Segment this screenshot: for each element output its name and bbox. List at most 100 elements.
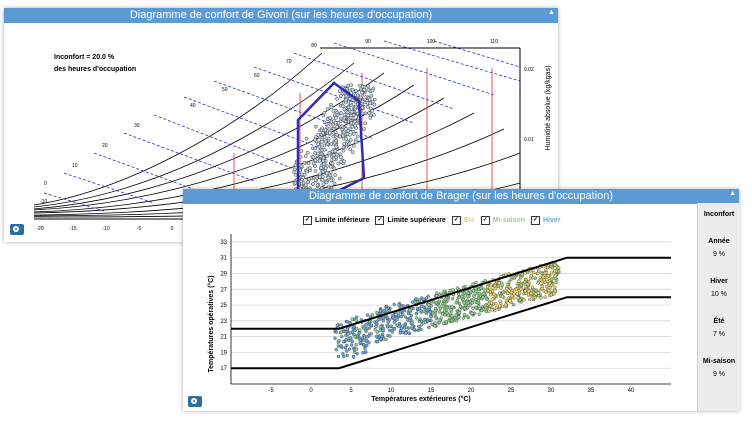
brager-point: [458, 304, 463, 308]
givoni-point: [350, 150, 355, 154]
brager-point: [424, 296, 429, 300]
brager-point: [440, 312, 445, 316]
brager-point: [534, 288, 538, 292]
brager-point: [346, 332, 350, 336]
brager-point: [443, 297, 447, 301]
legend-item[interactable]: ✓ Mi-saison: [480, 216, 525, 225]
brager-point: [340, 334, 344, 339]
brager-point: [422, 309, 426, 313]
givoni-point: [322, 162, 326, 166]
brager-point: [466, 301, 470, 305]
brager-point: [403, 315, 408, 319]
givoni-point: [348, 101, 353, 105]
givoni-point: [342, 159, 346, 164]
checkbox-icon[interactable]: ✓: [531, 216, 541, 225]
givoni-point: [363, 121, 368, 126]
givoni-point: [332, 140, 337, 145]
givoni-point: [358, 95, 363, 100]
brager-point: [410, 320, 414, 325]
brager-point: [350, 317, 354, 321]
givoni-point: [293, 163, 298, 167]
brager-point: [364, 329, 368, 333]
brager-point: [434, 294, 439, 298]
camera-icon[interactable]: [10, 224, 24, 235]
givoni-point: [332, 181, 337, 186]
brager-point: [408, 316, 412, 320]
checkbox-icon[interactable]: ✓: [375, 216, 385, 225]
brager-point: [480, 309, 484, 313]
givoni-point: [327, 127, 332, 131]
brager-point: [373, 327, 377, 332]
givoni-point: [331, 109, 336, 113]
givoni-point: [316, 142, 320, 146]
brager-x-ticks: -5 0 5 10 15 20 25 30 35 40: [268, 388, 635, 394]
givoni-point: [360, 111, 365, 116]
brager-point: [423, 317, 427, 321]
brager-point: [431, 311, 435, 316]
givoni-point: [304, 136, 309, 141]
brager-point: [406, 326, 411, 330]
x-tick-label: 5: [349, 388, 353, 394]
side-value: 10 %: [711, 291, 727, 298]
givoni-point: [331, 134, 336, 139]
givoni-point: [362, 92, 367, 97]
brager-point: [462, 301, 466, 305]
checkbox-icon[interactable]: ✓: [480, 216, 490, 225]
brager-point: [378, 329, 382, 333]
givoni-point: [324, 180, 329, 185]
y-tick-label: 33: [220, 240, 227, 246]
rh-tick: 70: [286, 59, 292, 65]
brager-point: [414, 312, 418, 316]
brager-point: [526, 282, 530, 286]
givoni-point: [370, 88, 375, 93]
givoni-point: [352, 119, 357, 124]
brager-point: [485, 285, 490, 289]
rh-tick: 10: [72, 163, 78, 169]
brager-point: [384, 307, 389, 311]
brager-point: [554, 276, 558, 281]
x-tick-label: 15: [428, 388, 435, 394]
givoni-point: [334, 152, 339, 157]
givoni-point: [355, 134, 360, 139]
brager-point: [486, 289, 490, 293]
top-tick: 100: [427, 39, 436, 45]
legend-item[interactable]: ✓ Été: [451, 216, 475, 225]
givoni-point: [367, 111, 371, 115]
brager-point: [493, 284, 497, 288]
camera-icon[interactable]: [188, 396, 202, 407]
brager-point: [354, 318, 358, 323]
brager-point: [389, 324, 393, 328]
brager-point: [365, 335, 369, 339]
givoni-point: [357, 83, 362, 88]
brager-point: [477, 306, 482, 311]
checkbox-icon[interactable]: ✓: [303, 216, 312, 225]
givoni-point: [299, 149, 304, 153]
brager-point: [406, 311, 411, 316]
legend-item[interactable]: ✓ Limite supérieure: [375, 216, 446, 225]
givoni-point: [329, 105, 334, 109]
brager-point: [365, 313, 370, 317]
legend-item[interactable]: ✓ Limite inférieure: [303, 216, 369, 225]
givoni-point: [339, 111, 343, 115]
brager-point: [549, 277, 554, 281]
legend-item[interactable]: ✓ Hiver: [531, 216, 561, 225]
collapse-icon[interactable]: ▲: [729, 190, 736, 197]
checkbox-icon[interactable]: ✓: [451, 216, 461, 225]
givoni-point: [315, 183, 320, 188]
givoni-point: [346, 83, 350, 88]
brager-point: [519, 276, 523, 280]
brager-point: [536, 281, 540, 285]
top-tick: 80: [311, 43, 317, 49]
brager-point: [392, 320, 396, 324]
brager-point: [505, 287, 509, 291]
brager-point: [477, 291, 482, 296]
brager-point: [367, 320, 372, 324]
brager-point: [500, 283, 504, 287]
brager-point: [339, 344, 343, 349]
brager-limit-lines: [231, 256, 671, 370]
collapse-icon[interactable]: ▲: [548, 9, 555, 16]
brager-point: [410, 325, 414, 330]
brager-point: [482, 287, 486, 291]
brager-point: [427, 303, 431, 307]
brager-point: [515, 292, 519, 296]
